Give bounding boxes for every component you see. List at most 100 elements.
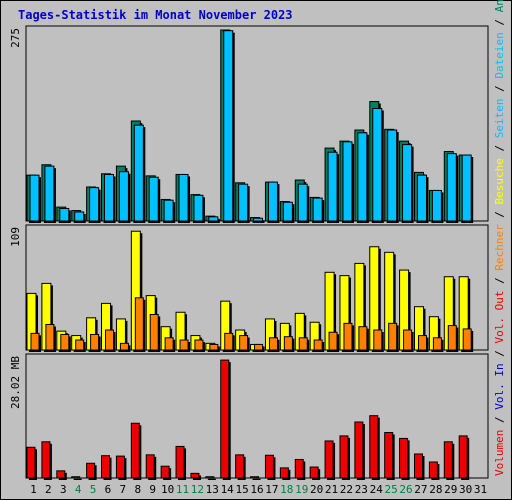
- bar-volumen-day-15: [235, 454, 245, 479]
- bar-dateien-day-11: [178, 173, 189, 222]
- bar-dateien-day-7: [118, 171, 129, 222]
- bar-rechner-day-6: [105, 329, 115, 351]
- bar-dateien-day-1: [29, 174, 40, 222]
- x-label-day-22: 22: [340, 483, 353, 496]
- bar-dateien-day-17: [267, 181, 278, 222]
- bar-volumen-day-23: [354, 421, 364, 479]
- bar-rechner-day-30: [462, 328, 472, 351]
- bar-rechner-day-17: [268, 337, 278, 351]
- side-legend-part-11: /: [493, 79, 506, 99]
- bar-volumen-day-26: [399, 437, 409, 479]
- x-label-day-17: 17: [265, 483, 278, 496]
- x-label-day-8: 8: [134, 483, 141, 496]
- bar-volumen-day-21: [324, 440, 334, 479]
- x-label-day-12: 12: [191, 483, 204, 496]
- bar-dateien-day-13: [208, 216, 219, 222]
- bar-dateien-day-23: [357, 132, 368, 222]
- bar-volumen-day-25: [384, 432, 394, 479]
- bar-rechner-day-19: [298, 337, 308, 351]
- bar-dateien-day-29: [446, 153, 457, 222]
- bar-rechner-day-22: [343, 322, 353, 351]
- bar-volumen-day-4: [71, 476, 81, 479]
- side-legend: Volumen / Vol. In / Vol. Out / Rechner /…: [493, 0, 506, 476]
- bar-volumen-day-8: [130, 422, 140, 479]
- x-label-day-21: 21: [325, 483, 338, 496]
- x-label-day-27: 27: [414, 483, 427, 496]
- bar-dateien-day-6: [104, 173, 115, 222]
- bar-dateien-day-20: [312, 197, 323, 222]
- bar-volumen-day-16: [250, 476, 260, 479]
- bar-dateien-day-24: [372, 107, 383, 222]
- bar-dateien-day-9: [148, 176, 159, 222]
- bar-volumen-day-27: [413, 453, 423, 479]
- side-legend-part-12: Dateien: [493, 32, 506, 78]
- bar-rechner-day-27: [417, 335, 427, 351]
- bar-dateien-day-2: [44, 165, 55, 222]
- bar-volumen-day-19: [294, 458, 304, 479]
- bar-rechner-day-24: [373, 329, 383, 351]
- y-max-label-bottom: 28.02 MB: [9, 356, 22, 409]
- bar-volumen-day-30: [458, 435, 468, 479]
- bar-rechner-day-28: [432, 337, 442, 351]
- chart-title: Tages-Statistik im Monat November 2023: [18, 8, 293, 22]
- bar-rechner-day-4: [75, 339, 85, 351]
- x-label-day-9: 9: [149, 483, 156, 496]
- bar-dateien-day-14: [223, 30, 234, 222]
- bar-rechner-day-8: [134, 297, 144, 351]
- bar-rechner-day-10: [164, 337, 174, 351]
- y-max-label-top: 275: [9, 28, 22, 48]
- bar-volumen-day-9: [145, 454, 155, 479]
- bar-rechner-day-12: [194, 339, 204, 351]
- bar-rechner-day-5: [90, 333, 100, 351]
- bar-volumen-day-14: [220, 359, 230, 479]
- bar-dateien-day-16-shadow: [255, 220, 265, 223]
- bar-rechner-day-29: [447, 325, 457, 351]
- side-legend-part-5: /: [493, 271, 506, 291]
- x-label-day-5: 5: [90, 483, 97, 496]
- x-label-day-16: 16: [250, 483, 263, 496]
- side-legend-part-10: Seiten: [493, 98, 506, 138]
- x-label-day-20: 20: [310, 483, 323, 496]
- x-label-day-28: 28: [429, 483, 442, 496]
- bar-dateien-day-18: [282, 201, 293, 222]
- x-label-day-7: 7: [120, 483, 127, 496]
- side-legend-part-3: /: [493, 344, 506, 364]
- side-legend-part-4: Vol. Out: [493, 291, 506, 344]
- x-label-day-4: 4: [75, 483, 82, 496]
- bar-volumen-day-7: [115, 455, 125, 479]
- bar-dateien-day-28: [431, 189, 442, 222]
- bar-rechner-day-1: [30, 332, 40, 351]
- side-legend-part-1: /: [493, 410, 506, 430]
- bar-rechner-day-25: [388, 322, 398, 351]
- bar-rechner-day-2: [45, 323, 55, 351]
- x-label-day-19: 19: [295, 483, 308, 496]
- x-label-day-10: 10: [161, 483, 174, 496]
- x-label-day-30: 30: [459, 483, 472, 496]
- x-label-day-18: 18: [280, 483, 293, 496]
- side-legend-part-8: Besuche: [493, 158, 506, 204]
- x-label-day-1: 1: [30, 483, 37, 496]
- bar-dateien-day-3: [59, 207, 70, 222]
- x-label-day-24: 24: [370, 483, 384, 496]
- x-label-day-2: 2: [45, 483, 52, 496]
- bar-rechner-day-15: [239, 335, 249, 351]
- bar-volumen-day-11: [175, 445, 185, 479]
- side-legend-part-9: /: [493, 138, 506, 158]
- bar-volumen-day-28: [428, 461, 438, 479]
- x-label-day-29: 29: [444, 483, 457, 496]
- bar-rechner-day-9: [149, 313, 159, 351]
- bar-dateien-day-30: [461, 154, 472, 222]
- side-legend-part-2: Vol. In: [493, 363, 506, 409]
- bar-rechner-day-13: [209, 343, 219, 351]
- bar-volumen-day-6: [101, 455, 111, 479]
- bar-rechner-day-14: [224, 332, 234, 351]
- bar-rechner-day-16: [254, 343, 264, 351]
- bar-rechner-day-20: [313, 339, 323, 351]
- bar-volumen-day-10: [160, 465, 170, 479]
- bar-rechner-day-7: [119, 342, 129, 351]
- bar-dateien-day-15: [238, 183, 249, 222]
- bar-dateien-day-22: [342, 141, 353, 222]
- bar-dateien-day-8: [133, 124, 144, 222]
